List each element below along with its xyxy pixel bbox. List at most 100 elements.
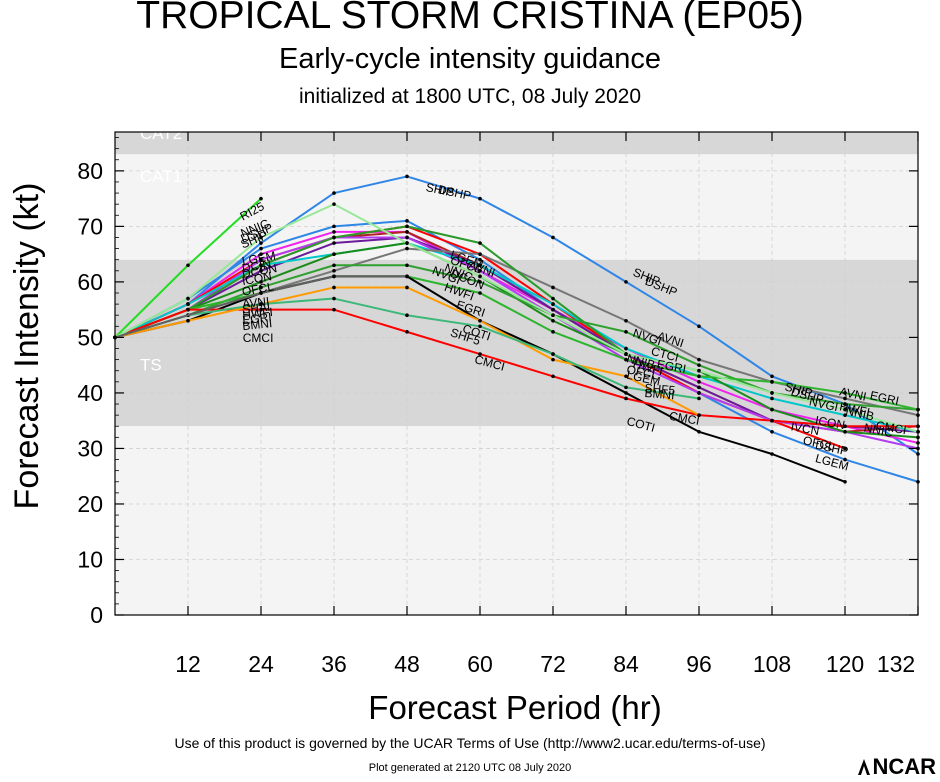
data-point-lgem-120 xyxy=(843,457,847,462)
data-point-nvgi-48 xyxy=(405,263,409,268)
x-tick-label-12: 12 xyxy=(175,651,201,677)
data-point-icon-36 xyxy=(332,241,336,245)
data-point-avni-84 xyxy=(624,318,628,323)
data-point-ctci-36 xyxy=(332,235,336,240)
data-point-nnib-120 xyxy=(843,413,847,417)
data-point-egri-72 xyxy=(551,330,555,334)
data-point-rvcn-84 xyxy=(624,352,628,356)
model-label-icon: ICON xyxy=(241,269,273,288)
model-label-ctci: CTCI xyxy=(650,344,681,365)
data-point-ship-108 xyxy=(770,374,774,379)
data-point-rvcn-24 xyxy=(259,235,263,240)
x-tick-label-24: 24 xyxy=(248,651,274,677)
model-label-shf5: SHF5 xyxy=(644,381,676,398)
data-point-ctci-24 xyxy=(259,263,263,268)
data-point-icon-96 xyxy=(697,385,701,390)
data-point-drcl-48 xyxy=(405,274,409,279)
ncar-logo-icon xyxy=(857,756,871,775)
data-point-avni-36 xyxy=(332,268,336,273)
data-point-rvcn-36 xyxy=(332,202,336,206)
band-label-cat2: CAT2 xyxy=(140,124,182,143)
data-point-lgem-60 xyxy=(478,257,482,262)
y-tick-label-60: 60 xyxy=(77,269,103,295)
x-tick-label-36: 36 xyxy=(321,651,347,677)
model-label-dcin: DCIN xyxy=(241,257,272,276)
model-label-bmni: BMNI xyxy=(644,386,675,403)
forecast-series xyxy=(113,174,920,484)
data-point-nnic-60 xyxy=(478,268,482,273)
data-point-cmci-24 xyxy=(259,307,263,312)
chart-title: TROPICAL STORM CRISTINA (EP05) xyxy=(136,0,804,37)
band-cat1 xyxy=(115,154,918,260)
model-labels: RI25NNICDSHPSHIPLGEMDCINDCONICONOFCLAVNI… xyxy=(238,180,908,473)
data-point-ctci-48 xyxy=(405,224,409,229)
ncar-logo: NCAR xyxy=(857,754,936,780)
band-cat2 xyxy=(115,132,918,155)
data-point-shf5-24 xyxy=(259,302,263,306)
data-point-coai-48 xyxy=(405,285,409,290)
data-point-egri-96 xyxy=(697,374,701,379)
data-point-nvgi-84 xyxy=(624,330,628,334)
data-point-nnib-72 xyxy=(551,302,555,306)
model-label-hwfi: HWFI xyxy=(838,399,871,419)
data-point-lgem-24 xyxy=(259,246,263,251)
data-point-coti-96 xyxy=(697,429,701,434)
data-point-ctci-60 xyxy=(478,241,482,245)
data-point-cmci-12 xyxy=(186,307,190,312)
model-label-egri: EGRI xyxy=(656,357,687,376)
model-label-ship: SHIP xyxy=(425,180,455,200)
model-label-ofcl: OFCL xyxy=(625,362,660,382)
data-point-coai-72 xyxy=(551,357,555,362)
plot-generated-time: Plot generated at 2120 UTC 08 July 2020 xyxy=(368,762,572,774)
data-point-egri-108 xyxy=(770,380,774,384)
model-label-lgem: LGEM xyxy=(241,249,277,269)
data-point-avni-60 xyxy=(478,252,482,256)
data-point-nvgi-36 xyxy=(332,263,336,268)
data-point-cmci-48 xyxy=(405,330,409,334)
data-point-hwfi-36 xyxy=(332,252,336,256)
data-point-coai-96 xyxy=(697,413,701,417)
band-label-cat1: CAT1 xyxy=(140,167,182,186)
data-point-dshp-36 xyxy=(332,230,336,234)
data-point-coai-84 xyxy=(624,374,628,379)
x-axis-label: Forecast Period (hr) xyxy=(368,689,661,726)
model-label-shai: SHAI xyxy=(242,300,271,317)
data-point-cmci-60 xyxy=(478,352,482,356)
data-point-nnib-84 xyxy=(624,346,628,351)
plot-frame xyxy=(114,131,919,616)
band-label-ts: TS xyxy=(140,356,162,375)
category-band-labels: TS CAT1 CAT2 xyxy=(140,124,182,375)
data-point-ship-72 xyxy=(551,235,555,240)
data-point-rvcn-12 xyxy=(186,296,190,301)
y-tick-label-0: 0 xyxy=(90,602,103,628)
y-tick-label-50: 50 xyxy=(77,324,103,350)
model-label-dcon: DCON xyxy=(241,261,278,281)
data-point-nvgi-120 xyxy=(843,402,847,406)
data-point-coti-120 xyxy=(843,479,847,484)
model-label-bmni: BMNI xyxy=(242,316,273,333)
x-tick-label-48: 48 xyxy=(394,651,420,677)
model-label-lgem: LGEM xyxy=(625,368,661,389)
data-point-lgem-48 xyxy=(405,219,409,223)
ncar-logo-text: NCAR xyxy=(872,754,936,779)
data-point-cmci-108 xyxy=(770,418,774,423)
series-line-ctci xyxy=(114,225,627,355)
data-point-avni-120 xyxy=(843,396,847,401)
data-point-egri-120 xyxy=(843,391,847,395)
data-point-ofcl-120 xyxy=(843,446,847,451)
data-point-nnic-24 xyxy=(259,257,263,262)
data-point-avni-48 xyxy=(405,246,409,251)
model-label-cmci: CMCI xyxy=(243,331,274,345)
x-tick-label-132: 132 xyxy=(877,651,915,677)
data-point-rvcn-72 xyxy=(551,313,555,318)
series-line-rvcn xyxy=(114,203,919,433)
data-point-lgem-36 xyxy=(332,224,336,229)
data-point-rvcn-120 xyxy=(843,407,847,412)
data-point-shf5-60 xyxy=(478,324,482,329)
model-label-cmci: CMCI xyxy=(875,418,908,437)
data-point-coti-108 xyxy=(770,452,774,456)
model-label-nvgi: NVGI xyxy=(808,394,840,414)
data-point-drcl-36 xyxy=(332,274,336,279)
band-below-ts xyxy=(115,426,918,615)
y-tick-label-80: 80 xyxy=(77,158,103,184)
